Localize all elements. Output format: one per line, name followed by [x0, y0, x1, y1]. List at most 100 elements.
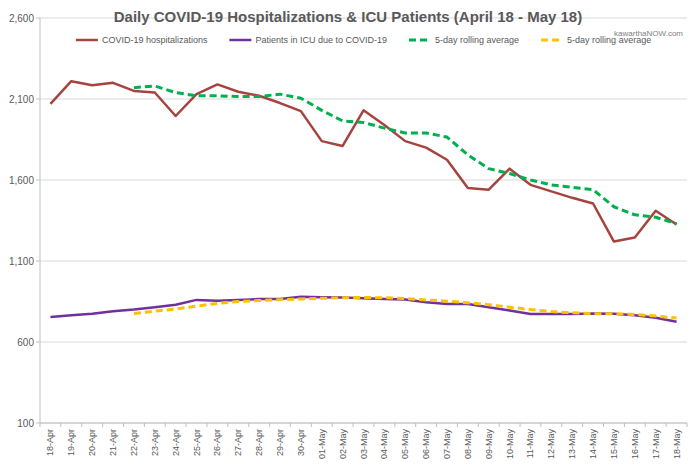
x-tick-divider: [645, 423, 646, 427]
x-tick-divider: [394, 423, 395, 427]
x-tick-divider: [248, 423, 249, 427]
plot-area: [50, 81, 676, 322]
x-tick-divider: [415, 423, 416, 427]
x-tick-label: 19-Apr: [66, 429, 76, 456]
x-tick-label: 25-Apr: [192, 429, 202, 456]
x-tick-divider: [520, 423, 521, 427]
y-tick: [36, 423, 40, 424]
x-tick-label: 30-Apr: [296, 429, 306, 456]
x-tick-label: 01-May: [317, 429, 327, 460]
x-tick-divider: [290, 423, 291, 427]
x-tick-divider: [499, 423, 500, 427]
x-tick-divider: [687, 423, 688, 427]
chart: 1006001,1001,6002,1002,60018-Apr19-Apr20…: [0, 0, 696, 466]
x-tick-label: 04-May: [379, 429, 389, 460]
y-axis: [40, 18, 41, 423]
grid-line: [40, 423, 687, 424]
y-tick-label: 2,600: [9, 13, 34, 24]
y-tick: [36, 99, 40, 100]
x-tick-label: 24-Apr: [171, 429, 181, 456]
y-tick-label: 2,100: [9, 94, 34, 105]
y-tick-label: 1,600: [9, 175, 34, 186]
x-tick-label: 05-May: [400, 429, 410, 460]
x-tick-divider: [478, 423, 479, 427]
title: Daily COVID-19 Hospitalizations & ICU Pa…: [114, 8, 582, 25]
x-tick-divider: [206, 423, 207, 427]
legend-swatch: [541, 39, 563, 42]
legend-swatch: [229, 39, 251, 42]
x-tick-divider: [186, 423, 187, 427]
legend-label: 5-day rolling average: [567, 35, 651, 45]
legend-swatch: [76, 39, 98, 42]
legend-label: COVID-19 hospitalizations: [102, 35, 208, 45]
grid-line: [40, 261, 687, 262]
x-tick-divider: [60, 423, 61, 427]
x-tick-divider: [353, 423, 354, 427]
y-tick: [36, 261, 40, 262]
background: [0, 0, 696, 466]
x-tick-divider: [436, 423, 437, 427]
grid: [36, 18, 687, 423]
x-tick-label: 23-Apr: [150, 429, 160, 456]
x-tick-divider: [603, 423, 604, 427]
legend-label: 5-day rolling average: [435, 35, 519, 45]
x-tick-divider: [165, 423, 166, 427]
x-tick-divider: [144, 423, 145, 427]
x-tick-label: 20-Apr: [87, 429, 97, 456]
legend-swatch: [409, 39, 431, 42]
legend: COVID-19 hospitalizations Patients in ICU…: [76, 35, 651, 45]
x-tick-divider: [311, 423, 312, 427]
grid-line: [40, 180, 687, 181]
y-tick-label: 600: [17, 337, 34, 348]
x-tick-divider: [40, 423, 41, 427]
x-tick-label: 16-May: [630, 429, 640, 460]
x-tick-label: 03-May: [359, 429, 369, 460]
x-axis: [40, 423, 687, 424]
x-tick-label: 26-Apr: [212, 429, 222, 456]
x-tick-label: 02-May: [338, 429, 348, 460]
y-tick: [36, 18, 40, 19]
x-tick-divider: [540, 423, 541, 427]
y-tick: [36, 342, 40, 343]
y-tick: [36, 180, 40, 181]
x-tick-divider: [457, 423, 458, 427]
x-tick-divider: [102, 423, 103, 427]
grid-line: [40, 99, 687, 100]
y-tick-label: 100: [17, 418, 34, 429]
x-tick-divider: [666, 423, 667, 427]
x-tick-label: 09-May: [484, 429, 494, 460]
legend-label: Patients in ICU due to COVID-19: [255, 35, 387, 45]
x-tick-label: 27-Apr: [233, 429, 243, 456]
x-tick-label: 18-May: [672, 429, 682, 460]
x-tick-label: 17-May: [651, 429, 661, 460]
legend-item: 5-day rolling average: [541, 35, 651, 45]
x-tick-divider: [81, 423, 82, 427]
x-tick-divider: [561, 423, 562, 427]
x-tick-label: 12-May: [546, 429, 556, 460]
series-line: [134, 297, 677, 318]
x-tick-label: 14-May: [588, 429, 598, 460]
legend-item: COVID-19 hospitalizations: [76, 35, 208, 45]
x-tick-label: 08-May: [463, 429, 473, 460]
x-tick-label: 07-May: [442, 429, 452, 460]
x-tick-divider: [227, 423, 228, 427]
x-tick-divider: [373, 423, 374, 427]
x-tick-divider: [123, 423, 124, 427]
legend-item: Patients in ICU due to COVID-19: [229, 35, 387, 45]
x-tick-label: 28-Apr: [254, 429, 264, 456]
legend-item: 5-day rolling average: [409, 35, 519, 45]
x-tick-label: 13-May: [567, 429, 577, 460]
y-tick-label: 1,100: [9, 256, 34, 267]
x-tick-label: 22-Apr: [129, 429, 139, 456]
x-tick-label: 11-May: [525, 429, 535, 459]
series-line: [50, 297, 676, 322]
x-tick-label: 06-May: [421, 429, 431, 460]
series-line: [134, 86, 677, 224]
x-tick-divider: [582, 423, 583, 427]
grid-line: [40, 342, 687, 343]
x-tick-divider: [269, 423, 270, 427]
x-tick-label: 29-Apr: [275, 429, 285, 456]
series-line: [50, 81, 676, 241]
x-tick-label: 15-May: [609, 429, 619, 460]
x-tick-divider: [624, 423, 625, 427]
